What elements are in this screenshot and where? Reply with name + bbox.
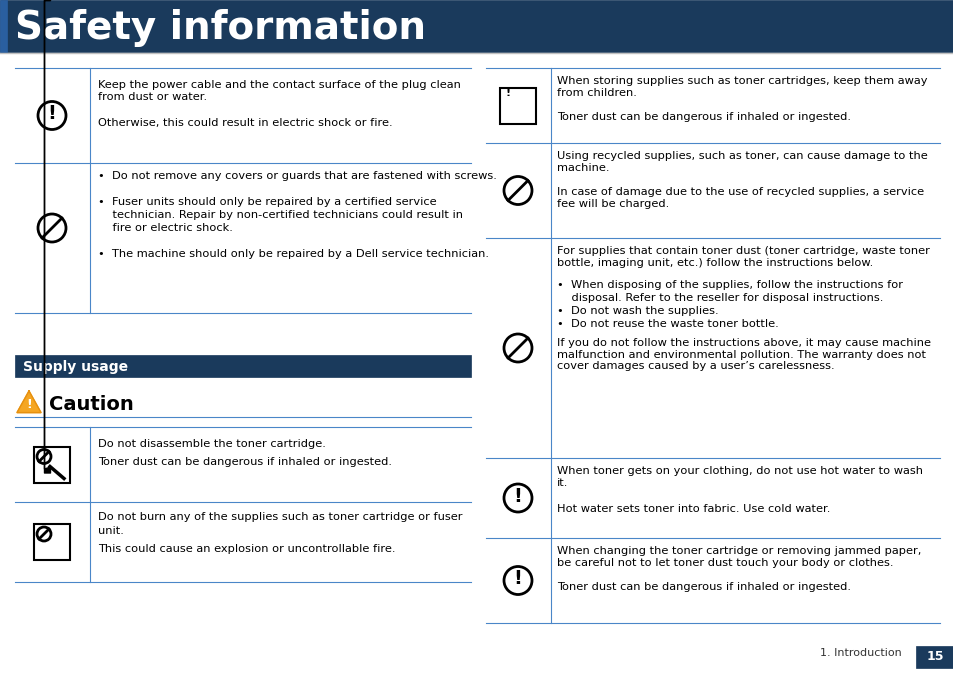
Text: !: ! — [26, 398, 31, 412]
Bar — [0, 0, 7, 52]
Text: Do not burn any of the supplies such as toner cartridge or fuser: Do not burn any of the supplies such as … — [98, 512, 462, 522]
Bar — [34, 446, 70, 483]
Text: Hot water sets toner into fabric. Use cold water.: Hot water sets toner into fabric. Use co… — [557, 504, 829, 514]
Text: •  The machine should only be repaired by a Dell service technician.: • The machine should only be repaired by… — [98, 249, 489, 259]
Text: disposal. Refer to the reseller for disposal instructions.: disposal. Refer to the reseller for disp… — [557, 293, 882, 303]
Text: •  Fuser units should only be repaired by a certified service: • Fuser units should only be repaired by… — [98, 197, 436, 207]
Text: Toner dust can be dangerous if inhaled or ingested.: Toner dust can be dangerous if inhaled o… — [98, 457, 392, 467]
Text: !: ! — [48, 104, 56, 123]
Text: unit.: unit. — [98, 526, 124, 536]
Text: fire or electric shock.: fire or electric shock. — [98, 223, 233, 233]
Text: This could cause an explosion or uncontrollable fire.: This could cause an explosion or uncontr… — [98, 544, 395, 554]
Bar — [499, 88, 536, 124]
Text: Toner dust can be dangerous if inhaled or ingested.: Toner dust can be dangerous if inhaled o… — [557, 112, 850, 122]
Text: Caution: Caution — [49, 394, 133, 414]
Text: !: ! — [513, 569, 522, 588]
Text: When changing the toner cartridge or removing jammed paper,
be careful not to le: When changing the toner cartridge or rem… — [557, 546, 921, 568]
Text: For supplies that contain toner dust (toner cartridge, waste toner
bottle, imagi: For supplies that contain toner dust (to… — [557, 246, 929, 267]
Text: •  Do not reuse the waste toner bottle.: • Do not reuse the waste toner bottle. — [557, 319, 778, 329]
Text: If you do not follow the instructions above, it may cause machine
malfunction an: If you do not follow the instructions ab… — [557, 338, 930, 371]
Text: 15: 15 — [925, 651, 943, 664]
Bar — [15, 355, 471, 377]
Polygon shape — [17, 391, 41, 412]
Text: Supply usage: Supply usage — [23, 360, 128, 374]
Text: When storing supplies such as toner cartridges, keep them away
from children.: When storing supplies such as toner cart… — [557, 76, 926, 98]
Bar — [34, 524, 70, 560]
Text: When toner gets on your clothing, do not use hot water to wash
it.: When toner gets on your clothing, do not… — [557, 466, 923, 487]
Text: •  Do not remove any covers or guards that are fastened with screws.: • Do not remove any covers or guards tha… — [98, 171, 497, 181]
Text: technician. Repair by non-certified technicians could result in: technician. Repair by non-certified tech… — [98, 210, 462, 220]
Text: Using recycled supplies, such as toner, can cause damage to the
machine.: Using recycled supplies, such as toner, … — [557, 151, 926, 173]
Bar — [915, 646, 953, 668]
Text: 1. Introduction: 1. Introduction — [820, 648, 901, 658]
Text: !: ! — [505, 88, 510, 99]
Text: !: ! — [513, 487, 522, 506]
Text: Otherwise, this could result in electric shock or fire.: Otherwise, this could result in electric… — [98, 118, 393, 128]
Text: •  Do not wash the supplies.: • Do not wash the supplies. — [557, 306, 718, 316]
Text: Safety information: Safety information — [15, 9, 426, 47]
Text: In case of damage due to the use of recycled supplies, a service
fee will be cha: In case of damage due to the use of recy… — [557, 187, 923, 209]
Text: Toner dust can be dangerous if inhaled or ingested.: Toner dust can be dangerous if inhaled o… — [557, 582, 850, 592]
Bar — [0, 0, 953, 52]
Text: Keep the power cable and the contact surface of the plug clean
from dust or wate: Keep the power cable and the contact sur… — [98, 80, 460, 102]
Text: •  When disposing of the supplies, follow the instructions for: • When disposing of the supplies, follow… — [557, 280, 902, 290]
Text: Do not disassemble the toner cartridge.: Do not disassemble the toner cartridge. — [98, 439, 326, 449]
